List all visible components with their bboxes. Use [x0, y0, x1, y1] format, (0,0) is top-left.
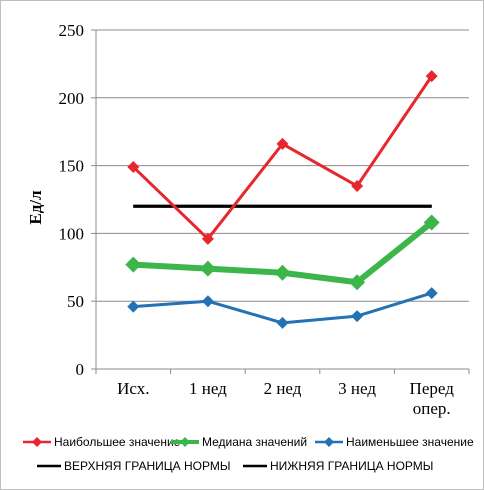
legend-swatch-marker — [32, 437, 42, 447]
legend-item: Наименьшее значение — [315, 435, 474, 449]
data-point — [276, 137, 289, 150]
data-point — [127, 160, 140, 173]
x-tick-label: 1 нед — [189, 379, 227, 398]
data-point — [349, 274, 366, 291]
y-tick-label: 0 — [76, 360, 85, 379]
x-tick-label: 3 нед — [338, 379, 376, 398]
y-axis-title: Ед/л — [26, 190, 45, 225]
data-point — [125, 256, 142, 273]
legend-label: Наибольшее значение — [54, 435, 181, 449]
legend-label: Наименьшее значение — [346, 435, 474, 449]
data-point — [423, 214, 440, 231]
y-tick-label: 150 — [59, 157, 85, 176]
x-tick-label: 2 нед — [264, 379, 302, 398]
y-tick-label: 50 — [67, 292, 84, 311]
legend-label: ВЕРХНЯЯ ГРАНИЦА НОРМЫ — [64, 459, 231, 473]
data-point — [351, 179, 364, 192]
legend-item: Медиана значений — [171, 435, 307, 449]
legend-swatch-marker — [180, 437, 190, 447]
y-tick-label: 100 — [59, 224, 85, 243]
data-point — [201, 232, 214, 245]
legend-label: НИЖНЯЯ ГРАНИЦА НОРМЫ — [270, 459, 433, 473]
data-point — [199, 260, 216, 277]
legend-item: Наибольшее значение — [23, 435, 181, 449]
legend: Наибольшее значение Медиана значений Наиме… — [23, 435, 474, 473]
y-tick-label: 250 — [59, 21, 85, 40]
legend-item: ВЕРХНЯЯ ГРАНИЦА НОРМЫ — [37, 459, 231, 473]
legend-item: НИЖНЯЯ ГРАНИЦА НОРМЫ — [243, 459, 433, 473]
data-point — [425, 287, 438, 300]
series-line — [132, 75, 433, 241]
x-tick-label: Исх. — [117, 379, 149, 398]
gridlines — [96, 29, 469, 302]
data-point — [276, 316, 289, 329]
y-tick-label: 200 — [59, 89, 85, 108]
legend-swatch-marker — [324, 437, 334, 447]
series-lines — [125, 70, 440, 329]
data-point — [201, 295, 214, 308]
axes: 0 50 100 150 200 250 Исх. 1 нед 2 нед 3 нед Перед о… — [26, 21, 470, 418]
x-tick-label: Перед опер. — [410, 379, 455, 418]
data-point — [351, 310, 364, 323]
data-point — [425, 70, 438, 83]
data-point — [127, 300, 140, 313]
legend-label: Медиана значений — [202, 435, 307, 449]
data-point — [274, 264, 291, 281]
